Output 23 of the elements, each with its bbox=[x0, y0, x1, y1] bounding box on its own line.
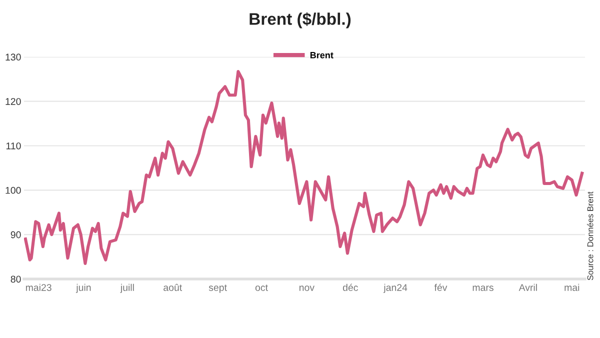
x-tick-label: août bbox=[164, 284, 182, 291]
y-tick-label: 90 bbox=[10, 231, 21, 238]
x-tick-label: juin bbox=[76, 284, 91, 293]
x-tick-label: fév bbox=[434, 284, 448, 291]
x-tick-label: jan24 bbox=[383, 284, 408, 293]
x-tick-label: mai bbox=[564, 284, 580, 291]
x-tick-label: juill bbox=[120, 284, 134, 293]
y-tick-label: 110 bbox=[6, 142, 21, 150]
x-tick-label: sept bbox=[208, 284, 227, 293]
chart-title: Brent ($/bbl.) bbox=[250, 12, 351, 28]
x-tick-label: oct bbox=[255, 284, 268, 291]
y-tick-label: 120 bbox=[6, 98, 21, 105]
x-tick-label: mai23 bbox=[26, 284, 52, 291]
y-tick-label: 100 bbox=[6, 186, 21, 194]
source-note: Source : Données Brent bbox=[587, 192, 594, 280]
y-tick-label: 80 bbox=[10, 276, 21, 283]
x-tick-label: mars bbox=[472, 286, 494, 291]
x-tick-label: Avril bbox=[518, 284, 537, 291]
legend-label: Brent bbox=[310, 52, 334, 58]
x-tick-label: nov bbox=[299, 286, 314, 291]
y-tick-label: 130 bbox=[6, 54, 21, 61]
line-series bbox=[24, 70, 584, 265]
x-tick-label: déc bbox=[342, 284, 358, 291]
